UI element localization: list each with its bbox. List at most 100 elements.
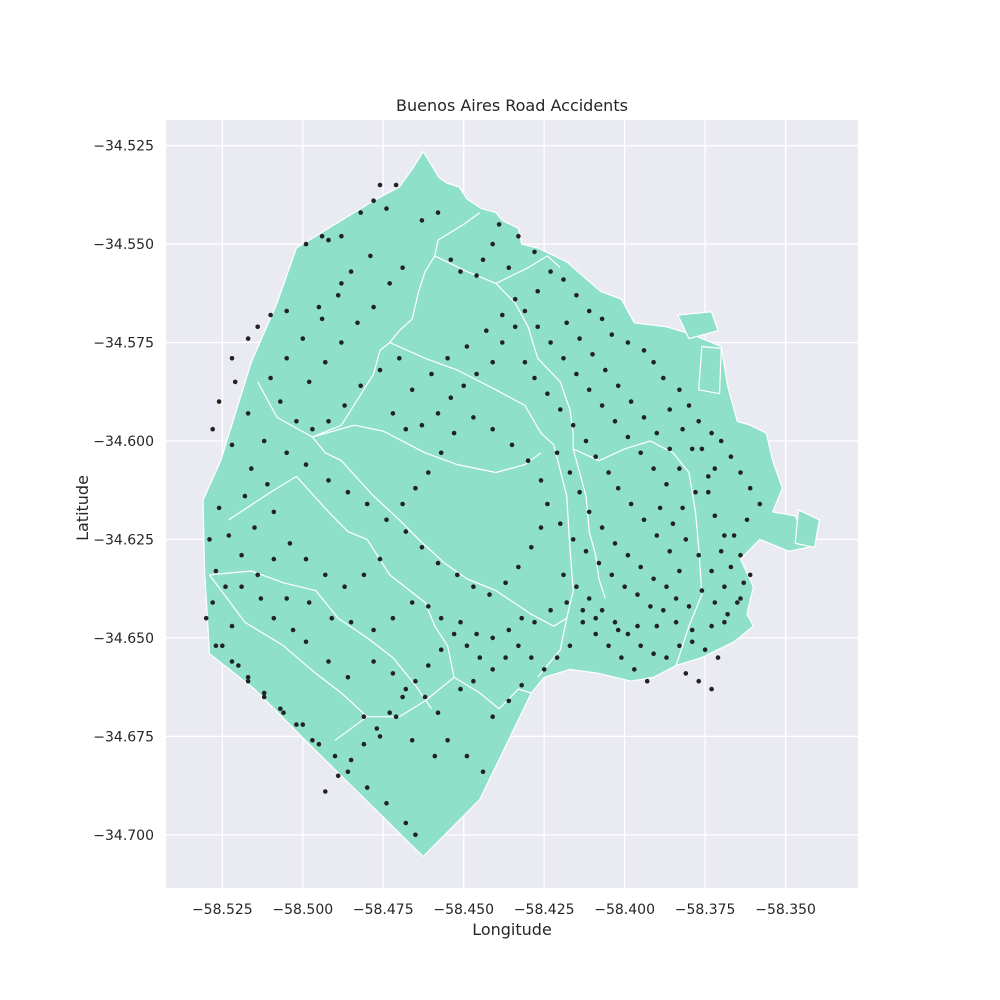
accident-point [667, 407, 672, 412]
accident-point [619, 655, 624, 660]
accident-point [625, 631, 631, 637]
x-tick-label: −58.350 [755, 902, 816, 918]
accident-point [535, 289, 540, 294]
accident-point [490, 714, 496, 719]
accident-point [284, 450, 290, 456]
district-border-2 [257, 381, 313, 438]
accident-point [326, 659, 331, 664]
accident-point [712, 513, 718, 519]
accident-point [290, 627, 296, 633]
accident-point [294, 722, 299, 727]
accident-point [567, 470, 573, 475]
accident-point [232, 379, 238, 385]
y-tick-label: −34.600 [93, 434, 154, 450]
accident-point [615, 383, 621, 389]
district-border-13 [418, 538, 568, 627]
accident-point [577, 489, 582, 495]
district-border-7 [389, 341, 555, 446]
accident-point [661, 375, 666, 381]
accident-point [245, 675, 251, 680]
accident-point [303, 241, 309, 247]
accident-point [735, 600, 740, 605]
accident-point [239, 552, 244, 558]
accident-point [239, 584, 244, 589]
accident-point [699, 588, 705, 593]
accident-point [593, 631, 598, 637]
accident-point [609, 332, 615, 337]
accident-point [271, 615, 277, 621]
accident-point [229, 623, 235, 629]
accident-point [673, 619, 679, 625]
accident-point [326, 478, 331, 483]
accident-point [245, 411, 251, 416]
accident-point [377, 182, 383, 188]
accident-point [586, 308, 592, 314]
accident-point [561, 277, 566, 282]
accident-point [477, 655, 483, 660]
chart-title: Buenos Aires Road Accidents [396, 96, 628, 115]
accident-point [445, 356, 450, 361]
x-tick-label: −58.500 [272, 902, 333, 918]
accident-point [413, 832, 418, 838]
accident-point [419, 218, 425, 223]
accident-point [490, 635, 496, 641]
accident-point [409, 738, 415, 743]
accident-point [696, 678, 701, 684]
x-tick-label: −58.525 [192, 902, 253, 918]
accident-point [426, 470, 431, 475]
accident-point [368, 253, 373, 259]
accident-point [319, 233, 325, 239]
accident-point [570, 422, 576, 428]
accident-point [522, 308, 528, 314]
accident-point [451, 631, 457, 637]
accident-point [747, 572, 753, 578]
accident-point [657, 505, 663, 511]
accident-point [586, 596, 592, 601]
accident-point [622, 584, 627, 589]
accident-point [455, 572, 460, 578]
accident-point [715, 655, 721, 660]
accident-point [339, 281, 344, 286]
accident-point [525, 458, 531, 464]
accident-point [458, 686, 463, 692]
accident-point [387, 710, 393, 715]
accident-point [545, 501, 550, 507]
accident-point [435, 210, 441, 215]
accident-point [731, 533, 737, 538]
accident-point [677, 643, 682, 649]
accident-point [574, 293, 579, 298]
accident-point [648, 604, 653, 609]
accident-point [667, 446, 672, 452]
district-border-10 [537, 444, 574, 678]
accident-point [561, 356, 566, 361]
accident-point [706, 474, 711, 479]
accident-point [345, 769, 351, 775]
accident-point [638, 450, 643, 456]
accident-point [435, 710, 441, 715]
accident-point [220, 643, 225, 649]
accident-point [364, 785, 370, 790]
y-tick-label: −34.550 [93, 237, 154, 253]
accident-point [323, 789, 328, 794]
accident-point [210, 426, 215, 432]
accident-point [689, 639, 695, 645]
accident-point [249, 466, 254, 471]
accident-point [387, 281, 393, 286]
accident-point [506, 627, 512, 633]
accident-point [255, 572, 260, 578]
accident-point [641, 348, 647, 353]
accident-point [484, 328, 489, 334]
accident-point [612, 419, 618, 424]
accident-point [303, 462, 309, 467]
district-border-5 [312, 424, 542, 474]
accident-point [706, 489, 711, 495]
accident-point [236, 663, 241, 668]
accident-point [348, 757, 354, 763]
accident-point [252, 525, 257, 530]
accident-point [738, 596, 743, 601]
accident-point [361, 714, 367, 719]
accident-point [335, 293, 341, 298]
accident-point [261, 690, 267, 696]
district-border-18 [453, 676, 532, 710]
accident-point [310, 738, 315, 743]
